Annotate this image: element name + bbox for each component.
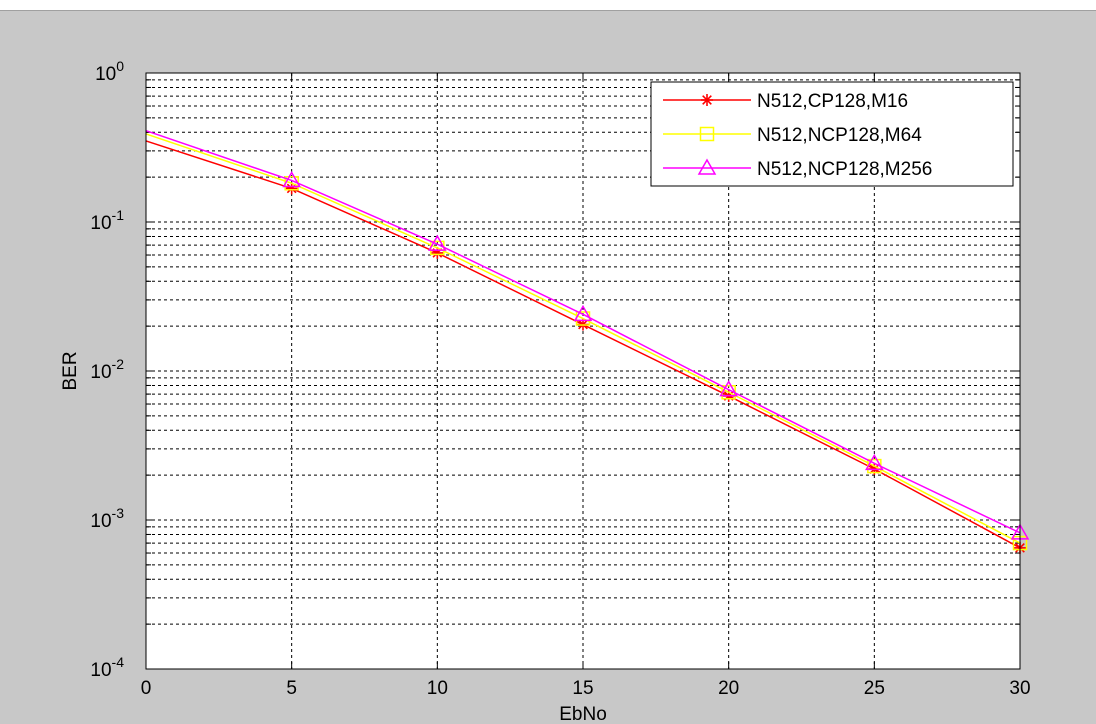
- marker-asterisk: [285, 182, 298, 195]
- axis-ticks: [145, 73, 1021, 670]
- legend-item: N512,NCP128,M256: [663, 158, 932, 180]
- legend-label: N512,NCP128,M256: [757, 159, 932, 180]
- marker-triangle: [865, 453, 884, 471]
- x-tick-label: 5: [286, 678, 297, 699]
- y-tick-label: 10-4: [90, 654, 124, 681]
- y-tick-label: 100: [95, 58, 124, 85]
- legend-label: N512,NCP128,M64: [757, 125, 922, 146]
- x-tick-label: 0: [141, 678, 152, 699]
- marker-triangle: [282, 170, 301, 188]
- marker-triangle: [573, 304, 593, 322]
- x-axis-label: EbNo: [559, 704, 607, 724]
- x-tick-label: 30: [1009, 678, 1030, 699]
- marker-triangle: [719, 380, 738, 397]
- marker-square: [699, 126, 715, 142]
- marker-triangle: [697, 158, 717, 175]
- x-tick-labels: 0 5 10 15 20 25 30: [141, 678, 1031, 699]
- legend-item: N512,NCP128,M64: [663, 125, 922, 146]
- x-tick-label: 25: [864, 678, 885, 699]
- y-tick-label: 10-3: [90, 505, 124, 532]
- y-tick-label: 10-2: [90, 356, 124, 383]
- x-tick-label: 10: [427, 678, 448, 699]
- legend-item: N512,CP128,M16: [663, 91, 908, 112]
- asterisk-stroke: [702, 95, 712, 105]
- legend-label: N512,CP128,M16: [757, 91, 908, 112]
- marker-triangle: [428, 234, 447, 251]
- series-triangle: [145, 129, 1030, 540]
- x-tick-label: 15: [572, 678, 593, 699]
- y-tick-label: 10-1: [90, 207, 124, 234]
- legend: N512,CP128,M16 N512,NCP128,M64 N512,NCP128…: [650, 81, 1014, 187]
- window-top-strip: [0, 0, 1096, 11]
- series-line: [145, 129, 1021, 534]
- plot-frame: [145, 72, 1021, 670]
- series-group: [145, 129, 1030, 554]
- series-line: [145, 133, 1021, 544]
- asterisk-stroke: [286, 183, 297, 194]
- y-tick-labels: 100 10-1 10-2 10-3 10-4: [90, 58, 124, 681]
- marker-asterisk: [701, 94, 713, 106]
- x-tick-label: 20: [718, 678, 739, 699]
- y-axis-label: BER: [60, 351, 81, 390]
